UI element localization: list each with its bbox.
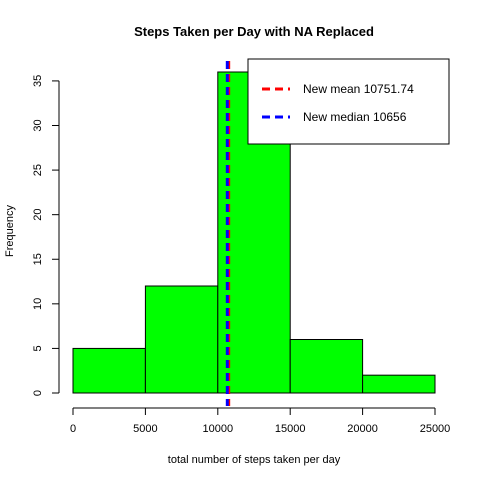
histogram-bar-4 [362,374,436,394]
legend-label-0: New mean 10751.74 [303,82,414,96]
legend: New mean 10751.74 New median 10656 [247,58,450,145]
x-axis: 0 5000 10000 15000 20000 25000 [70,407,451,435]
y-tick-label-3: 15 [32,253,44,265]
y-tick-label-4: 20 [32,209,44,221]
x-tick-label-0: 0 [70,423,76,435]
reference-lines-group [225,61,231,406]
x-tick-label-4: 20000 [347,423,378,435]
y-tick-label-7: 35 [32,75,44,87]
legend-box [247,58,450,145]
y-tick-label-2: 10 [32,298,44,310]
histogram-bar-1 [144,285,219,394]
x-tick-label-3: 15000 [275,423,306,435]
x-axis-label: total number of steps taken per day [168,454,341,466]
y-axis-label: Frequency [4,205,16,257]
x-tick-label-2: 10000 [203,423,234,435]
y-tick-label-5: 25 [32,164,44,176]
x-tick-label-1: 5000 [133,423,157,435]
chart-title: Steps Taken per Day with NA Replaced [134,24,374,39]
legend-label-1: New median 10656 [303,110,407,124]
y-tick-label-1: 5 [32,345,44,351]
x-tick-label-5: 25000 [420,423,451,435]
y-axis: 0 5 10 15 20 25 30 35 [32,75,60,396]
histogram-bar-3 [289,339,364,394]
y-tick-label-0: 0 [32,390,44,396]
histogram-bar-0 [72,347,146,394]
y-tick-label-6: 30 [32,119,44,131]
